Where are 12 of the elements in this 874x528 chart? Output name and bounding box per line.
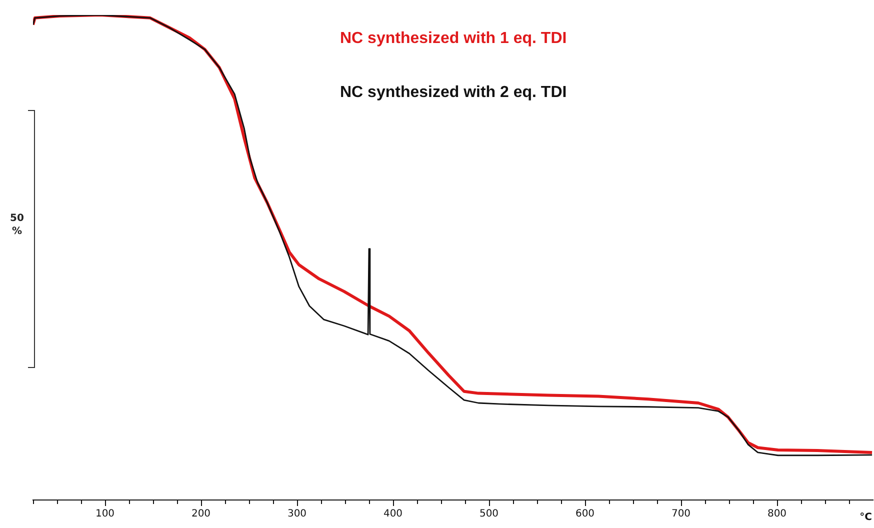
text: 50 % — [9, 212, 25, 238]
x-tick-label: 500 — [479, 508, 499, 520]
text: NC synthesized with 1 eq. TDI — [340, 30, 567, 48]
x-tick-label: 400 — [383, 508, 403, 520]
text: NC synthesized with 2 eq. TDI — [340, 84, 567, 102]
x-tick-label: 100 — [95, 508, 115, 520]
x-tick-label: 300 — [287, 508, 307, 520]
x-tick-label: 200 — [191, 508, 211, 520]
x-tick-label: 800 — [767, 508, 787, 520]
x-axis-title: °C — [860, 512, 872, 523]
x-tick-label: 700 — [671, 508, 691, 520]
x-tick-label: 600 — [575, 508, 595, 520]
